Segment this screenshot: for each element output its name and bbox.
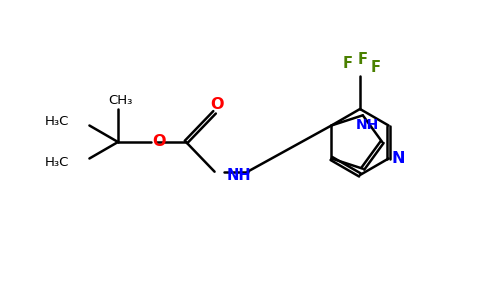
Text: N: N bbox=[392, 151, 405, 166]
Text: NH: NH bbox=[356, 118, 379, 132]
Text: F: F bbox=[358, 52, 368, 68]
Text: H₃C: H₃C bbox=[45, 156, 69, 169]
Text: CH₃: CH₃ bbox=[108, 94, 132, 107]
Text: NH: NH bbox=[227, 168, 251, 183]
Text: O: O bbox=[152, 134, 166, 149]
Text: F: F bbox=[343, 56, 353, 71]
Text: O: O bbox=[210, 97, 223, 112]
Text: H₃C: H₃C bbox=[45, 115, 69, 128]
Text: F: F bbox=[371, 61, 381, 76]
